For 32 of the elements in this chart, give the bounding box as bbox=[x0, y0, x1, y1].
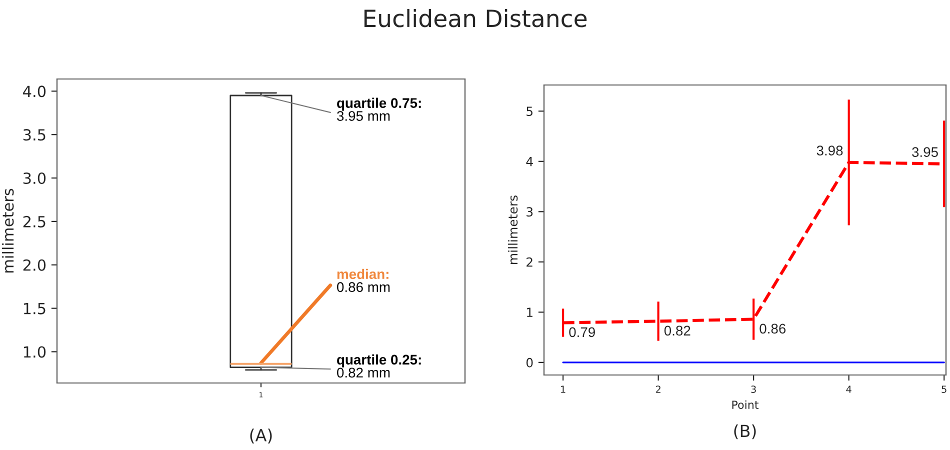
data-label: 0.82 bbox=[664, 326, 690, 336]
y-tick-label: 0 bbox=[526, 358, 533, 368]
data-label: 0.79 bbox=[569, 327, 595, 338]
y-axis-title: millimeters bbox=[508, 196, 518, 264]
y-tick-label: 3.0 bbox=[23, 172, 46, 184]
data-label: 0.86 bbox=[760, 324, 786, 334]
y-tick-label: 3.5 bbox=[23, 129, 46, 141]
y-tick-label: 1.0 bbox=[24, 346, 46, 358]
data-label: 3.98 bbox=[816, 146, 843, 156]
chart-title: Euclidean Distance bbox=[364, 9, 587, 28]
y-tick-label: 4.0 bbox=[23, 86, 46, 98]
x-tick-label: 1 bbox=[561, 386, 566, 393]
x-tick-label: 5 bbox=[942, 386, 946, 393]
y-tick-label: 2 bbox=[526, 257, 532, 267]
y-axis-title: millimeters bbox=[2, 188, 14, 272]
text: (A) bbox=[250, 428, 272, 444]
y-tick-label: 2.5 bbox=[23, 216, 46, 228]
y-tick-label: 1 bbox=[527, 308, 532, 317]
x-axis-title: Point bbox=[732, 400, 759, 409]
annotation: quartile 0.25: 0.82 mm bbox=[337, 354, 421, 378]
data-label: 3.95 bbox=[912, 147, 938, 157]
annotation: quartile 0.75: 3.95 mm bbox=[337, 98, 421, 121]
annotation: median: 0.86 mm bbox=[337, 268, 390, 292]
x-tick-label: 4 bbox=[846, 386, 852, 393]
x-tick-label: 3 bbox=[751, 386, 756, 393]
y-tick-label: 4 bbox=[526, 157, 533, 166]
y-tick-label: 3 bbox=[526, 207, 533, 217]
text: (B) bbox=[734, 424, 756, 440]
y-tick-label: 5 bbox=[526, 106, 532, 116]
x-tick-label: 2 bbox=[656, 386, 660, 393]
y-tick-label: 2.0 bbox=[23, 259, 46, 271]
y-tick-label: 1.5 bbox=[24, 302, 46, 314]
